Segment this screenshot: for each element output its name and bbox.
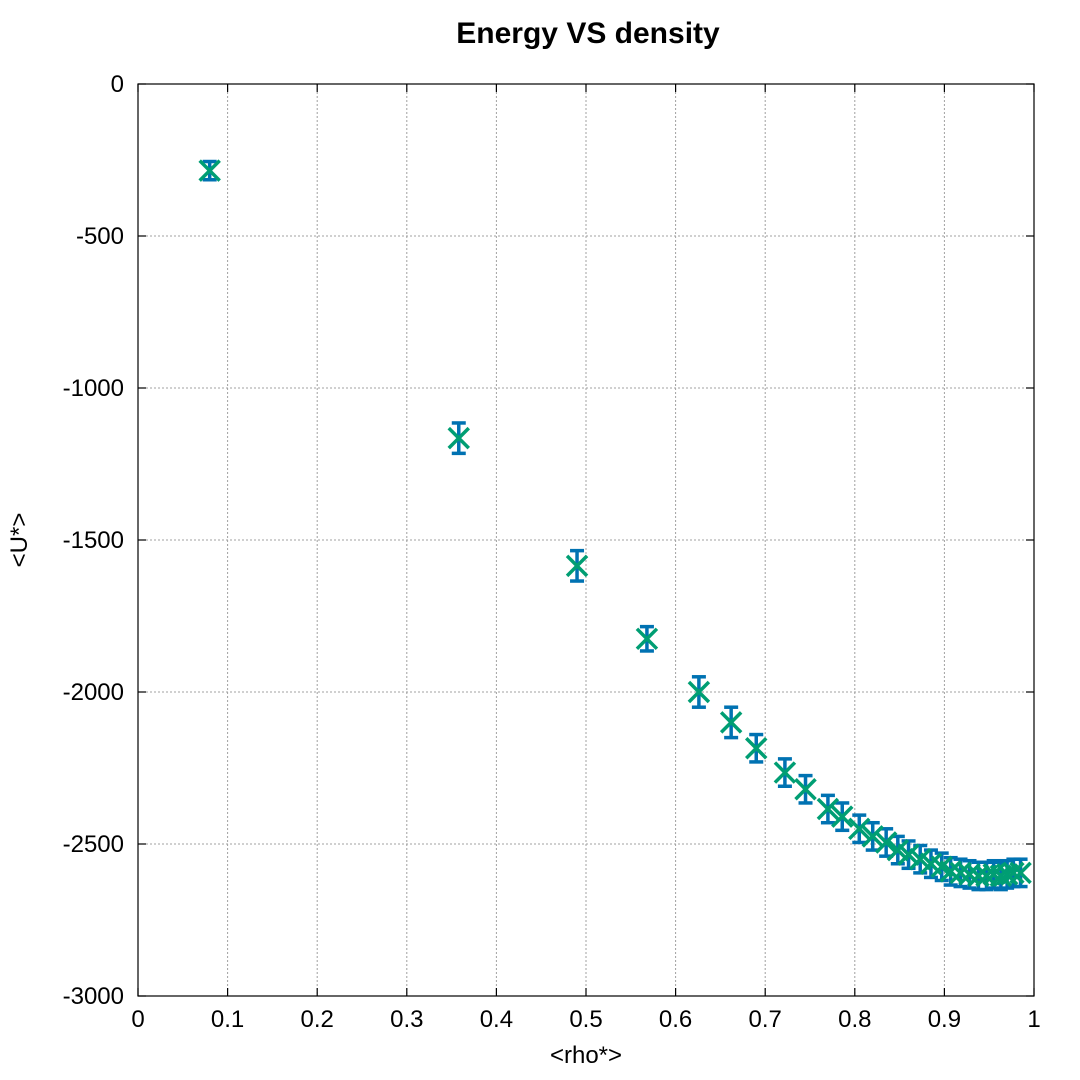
- y-axis-label: <U*>: [6, 513, 33, 568]
- y-tick-label: -2000: [63, 679, 124, 706]
- x-tick-label: 0: [131, 1006, 144, 1033]
- x-marker-point: [773, 761, 797, 784]
- y-tick-label: -1500: [63, 527, 124, 554]
- x-tick-label: 1: [1027, 1006, 1040, 1033]
- x-marker-point: [794, 778, 817, 801]
- grid-layer: [138, 84, 1034, 996]
- x-marker-point: [1009, 861, 1032, 885]
- x-marker-point: [861, 825, 884, 848]
- x-tick-label: 0.4: [480, 1006, 513, 1033]
- x-tick-label: 0.7: [749, 1006, 782, 1033]
- x-marker-point: [831, 805, 854, 828]
- x-marker-point: [848, 817, 871, 841]
- x-tick-label: 0.1: [211, 1006, 244, 1033]
- x-tick-label: 0.8: [838, 1006, 871, 1033]
- x-tick-label: 0.6: [659, 1006, 692, 1033]
- x-marker-point: [1002, 861, 1025, 885]
- x-marker-point: [635, 627, 659, 651]
- ticks-layer: 0 0.1 0.2 0.3 0.4 0.5 0.6 0.7 0.8 0.9 1 0 -500 -1000 -…: [63, 71, 1041, 1033]
- y-tick-label: -2500: [63, 831, 124, 858]
- y-tick-label: -1000: [63, 375, 124, 402]
- x-marker-point: [198, 159, 221, 182]
- x-marker-point: [565, 554, 589, 578]
- x-marker-point: [874, 831, 898, 854]
- x-tick-label: 0.9: [928, 1006, 961, 1033]
- x-marker-point: [816, 797, 840, 821]
- y-tick-label: -3000: [63, 983, 124, 1010]
- x-marker-point: [897, 843, 920, 866]
- x-marker-point: [745, 737, 768, 760]
- x-marker-point: [719, 711, 743, 734]
- x-axis-label: <rho*>: [550, 1042, 622, 1069]
- x-tick-label: 0.5: [569, 1006, 602, 1033]
- x-marker-point: [949, 861, 972, 885]
- x-tick-label: 0.2: [301, 1006, 334, 1033]
- y-tick-label: 0: [111, 71, 124, 98]
- x-marker-point: [687, 680, 711, 704]
- x-tick-label: 0.3: [390, 1006, 423, 1033]
- x-marker-point: [447, 426, 471, 450]
- y-tick-label: -500: [76, 223, 124, 250]
- chart-title: Energy VS density: [456, 17, 720, 50]
- plot-frame: [137, 83, 1035, 997]
- data-layer: [198, 159, 1032, 892]
